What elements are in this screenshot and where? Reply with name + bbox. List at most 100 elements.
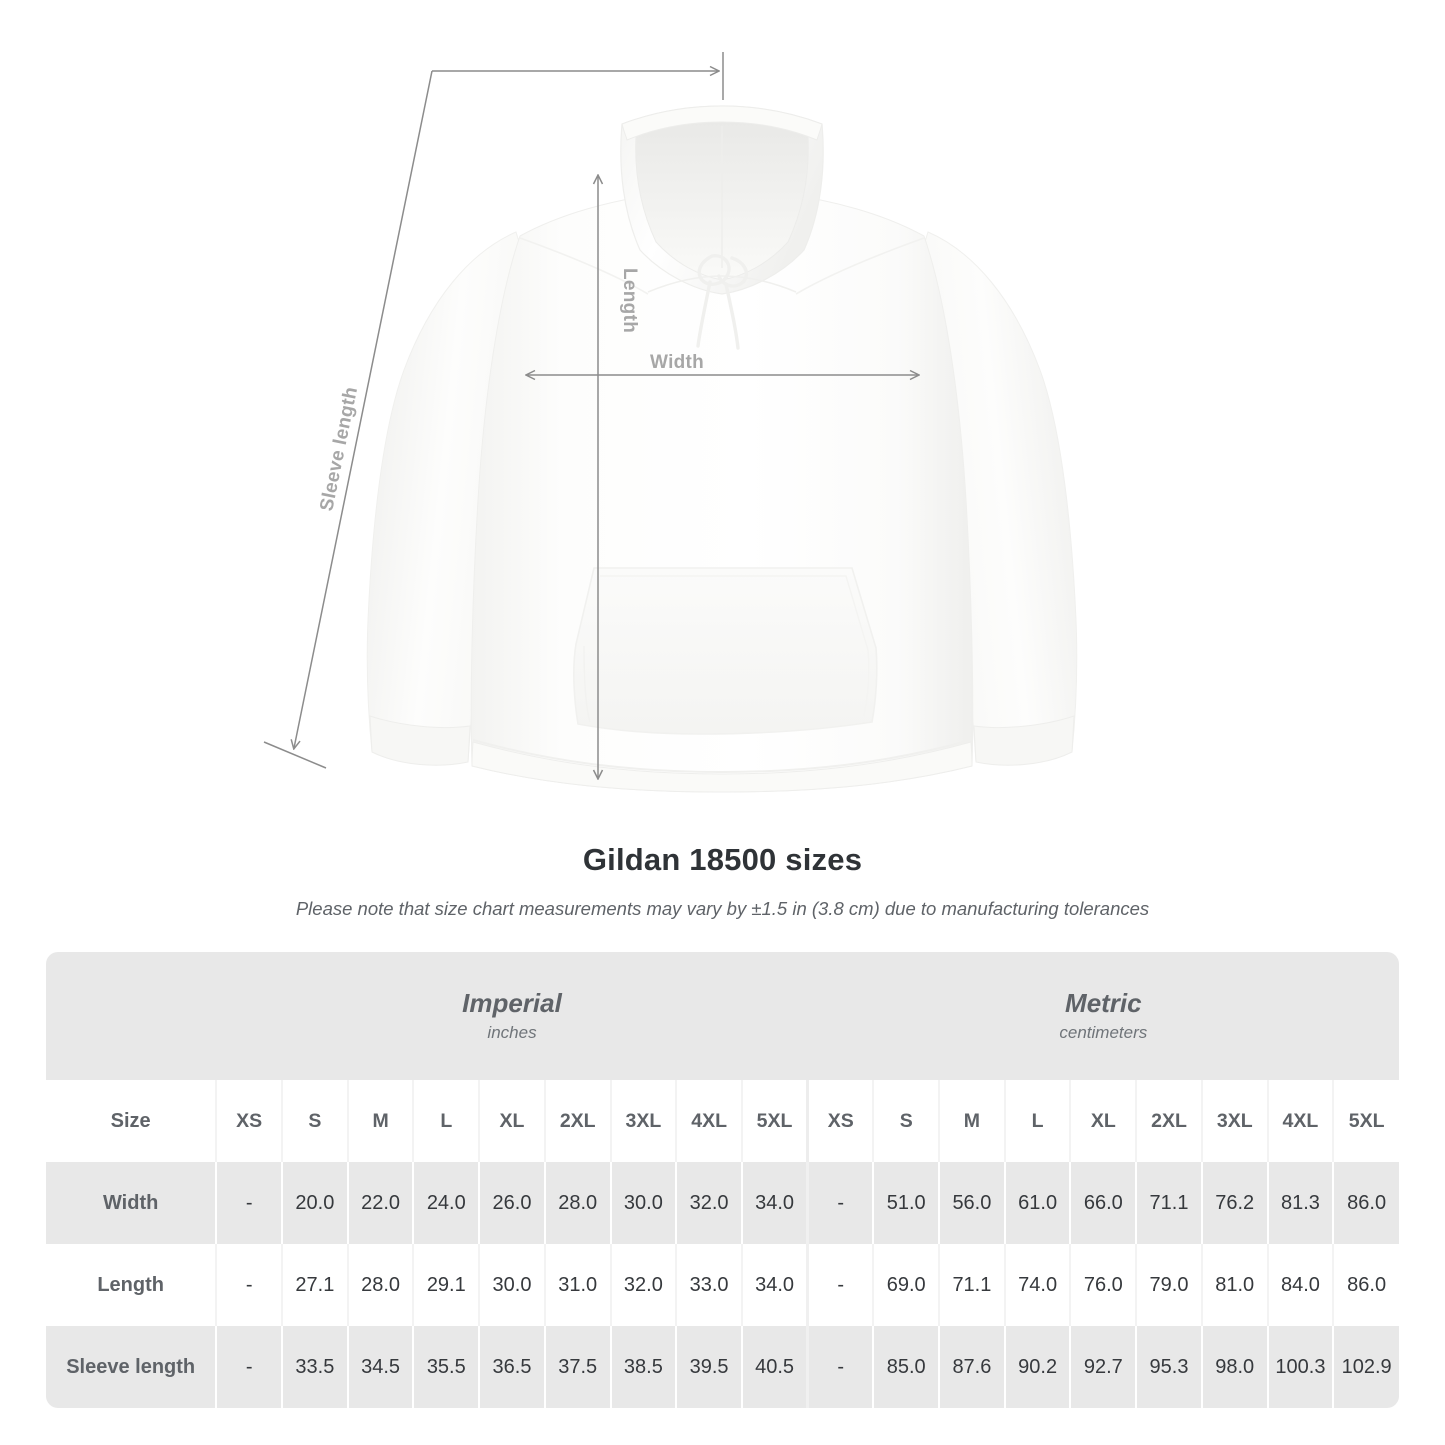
width-metric-xs: - [807, 1162, 875, 1244]
width-imperial-l: 24.0 [413, 1162, 481, 1244]
length-imperial-5xl: 34.0 [741, 1244, 810, 1326]
header-metric-m: M [939, 1080, 1006, 1162]
header-metric-xl: XL [1070, 1080, 1138, 1162]
width-metric-s: 51.0 [873, 1162, 941, 1244]
width-imperial-m: 22.0 [347, 1162, 415, 1244]
length-imperial-2xl: 31.0 [544, 1244, 612, 1326]
sleeve-metric-l: 90.2 [1004, 1326, 1072, 1408]
length-imperial-m: 28.0 [347, 1244, 415, 1326]
sleeve-metric-3xl: 98.0 [1201, 1326, 1269, 1408]
header-metric-2xl: 2XL [1136, 1080, 1203, 1162]
sleeve-metric-2xl: 95.3 [1136, 1326, 1203, 1408]
unit-group-imperial: Imperial inches [216, 952, 808, 1080]
sleeve-metric-xs: - [807, 1326, 875, 1408]
width-label: Width [650, 352, 704, 373]
width-imperial-5xl: 34.0 [741, 1162, 810, 1244]
sleeve-imperial-xl: 36.5 [479, 1326, 546, 1408]
table-row-width: Width - 20.0 22.0 24.0 26.0 28.0 30.0 32… [46, 1162, 1399, 1244]
width-metric-5xl: 86.0 [1333, 1162, 1399, 1244]
header-metric-s: S [873, 1080, 941, 1162]
width-imperial-s: 20.0 [282, 1162, 349, 1244]
length-imperial-s: 27.1 [282, 1244, 349, 1326]
width-metric-2xl: 71.1 [1136, 1162, 1203, 1244]
sleeve-imperial-2xl: 37.5 [544, 1326, 612, 1408]
sleeve-metric-m: 87.6 [939, 1326, 1006, 1408]
width-metric-4xl: 81.3 [1267, 1162, 1335, 1244]
length-metric-xl: 76.0 [1070, 1244, 1138, 1326]
unit-header-spacer [46, 952, 217, 1080]
length-metric-5xl: 86.0 [1333, 1244, 1399, 1326]
header-metric-xs: XS [807, 1080, 875, 1162]
unit-group-metric-sub: centimeters [1059, 1023, 1148, 1042]
title-block: Gildan 18500 sizes Please note that size… [0, 840, 1445, 921]
width-metric-xl: 66.0 [1070, 1162, 1138, 1244]
header-imperial-2xl: 2XL [544, 1080, 612, 1162]
unit-group-metric-name: Metric [1065, 988, 1142, 1018]
sleeve-imperial-4xl: 39.5 [676, 1326, 743, 1408]
length-metric-s: 69.0 [873, 1244, 941, 1326]
row-label-length: Length [46, 1244, 218, 1326]
length-imperial-4xl: 33.0 [676, 1244, 743, 1326]
header-imperial-m: M [347, 1080, 415, 1162]
sleeve-imperial-l: 35.5 [413, 1326, 481, 1408]
length-metric-m: 71.1 [939, 1244, 1006, 1326]
header-metric-3xl: 3XL [1201, 1080, 1269, 1162]
header-metric-5xl: 5XL [1333, 1080, 1399, 1162]
header-imperial-l: L [413, 1080, 481, 1162]
sleeve-metric-s: 85.0 [873, 1326, 941, 1408]
sleeve-metric-5xl: 102.9 [1333, 1326, 1399, 1408]
width-imperial-3xl: 30.0 [610, 1162, 678, 1244]
width-imperial-xs: - [216, 1162, 284, 1244]
unit-group-header-row: Imperial inches Metric centimeters [46, 952, 1399, 1080]
header-imperial-4xl: 4XL [676, 1080, 743, 1162]
hoodie-garment [366, 105, 1078, 793]
width-imperial-4xl: 32.0 [676, 1162, 743, 1244]
size-header-row: Size XS S M L XL 2XL 3XL 4XL 5XL XS S M … [46, 1080, 1399, 1162]
header-size-label: Size [46, 1080, 218, 1162]
header-imperial-3xl: 3XL [610, 1080, 678, 1162]
sleeve-imperial-5xl: 40.5 [741, 1326, 810, 1408]
table-row-sleeve-length: Sleeve length - 33.5 34.5 35.5 36.5 37.5… [46, 1326, 1399, 1408]
length-metric-xs: - [807, 1244, 875, 1326]
table-row-length: Length - 27.1 28.0 29.1 30.0 31.0 32.0 3… [46, 1244, 1399, 1326]
sleeve-metric-xl: 92.7 [1070, 1326, 1138, 1408]
sleeve-imperial-s: 33.5 [282, 1326, 349, 1408]
width-imperial-xl: 26.0 [479, 1162, 546, 1244]
width-metric-l: 61.0 [1004, 1162, 1072, 1244]
measurement-guides [263, 52, 918, 778]
width-metric-3xl: 76.2 [1201, 1162, 1269, 1244]
header-imperial-xs: XS [216, 1080, 284, 1162]
length-imperial-xs: - [216, 1244, 284, 1326]
length-imperial-xl: 30.0 [479, 1244, 546, 1326]
size-table: Imperial inches Metric centimeters Size … [46, 952, 1399, 1408]
length-imperial-3xl: 32.0 [610, 1244, 678, 1326]
length-label: Length [619, 268, 640, 333]
header-imperial-s: S [282, 1080, 349, 1162]
sleeve-bottom-tick [263, 741, 327, 769]
sleeve-metric-4xl: 100.3 [1267, 1326, 1335, 1408]
length-imperial-l: 29.1 [413, 1244, 481, 1326]
header-metric-4xl: 4XL [1267, 1080, 1335, 1162]
tolerance-note: Please note that size chart measurements… [295, 898, 1150, 919]
unit-group-imperial-sub: inches [487, 1023, 537, 1042]
width-imperial-2xl: 28.0 [544, 1162, 612, 1244]
sleeve-imperial-3xl: 38.5 [610, 1326, 678, 1408]
sleeve-imperial-m: 34.5 [347, 1326, 415, 1408]
hoodie-illustration: Length Width Sleeve length [263, 52, 1078, 793]
row-label-sleeve-length: Sleeve length [46, 1326, 218, 1408]
page-title: Gildan 18500 sizes [582, 842, 863, 877]
size-table-container: Imperial inches Metric centimeters Size … [46, 952, 1399, 1408]
header-imperial-5xl: 5XL [741, 1080, 810, 1162]
length-metric-2xl: 79.0 [1136, 1244, 1203, 1326]
sleeve-diagonal-line [294, 70, 433, 748]
header-metric-l: L [1004, 1080, 1072, 1162]
length-metric-l: 74.0 [1004, 1244, 1072, 1326]
header-imperial-xl: XL [479, 1080, 546, 1162]
unit-group-metric: Metric centimeters [807, 952, 1399, 1080]
length-metric-4xl: 84.0 [1267, 1244, 1335, 1326]
sleeve-imperial-xs: - [216, 1326, 284, 1408]
row-label-width: Width [46, 1162, 218, 1244]
length-metric-3xl: 81.0 [1201, 1244, 1269, 1326]
unit-group-imperial-name: Imperial [462, 988, 562, 1018]
